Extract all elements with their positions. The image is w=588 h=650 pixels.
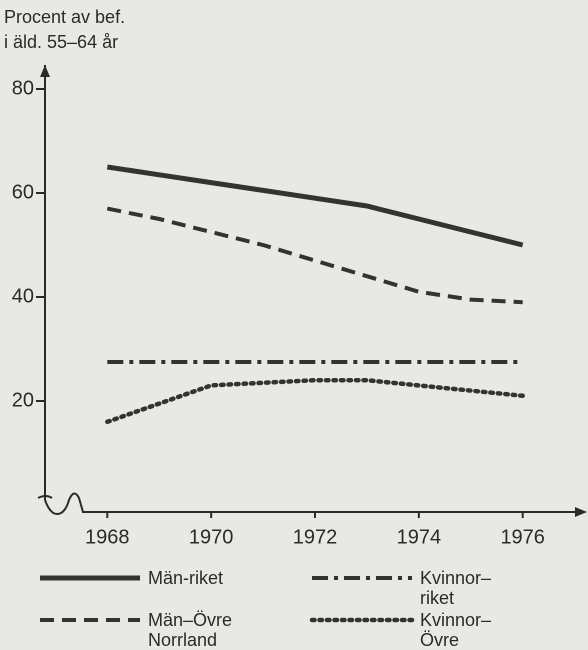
series-line [105, 377, 525, 425]
y-tick-label: 20 [12, 389, 34, 411]
x-tick-label: 1970 [189, 526, 234, 548]
legend-label: Kvinnor–Övre Norrland [420, 610, 492, 650]
series-line [106, 164, 524, 248]
series-line [106, 206, 523, 305]
x-tick-label: 1976 [500, 526, 545, 548]
legend-label: Kvinnor–riket [420, 568, 492, 608]
x-tick-label: 1968 [85, 526, 130, 548]
x-tick-label: 1974 [397, 526, 442, 548]
y-axis-arrow [40, 65, 50, 77]
y-tick-label: 60 [12, 181, 34, 203]
y-tick-label: 80 [12, 77, 34, 99]
y-axis-label: Procent av bef. [4, 7, 125, 27]
x-axis-arrow [575, 507, 587, 517]
legend-label: Män–Övre Norrland [148, 610, 233, 650]
y-tick-label: 40 [12, 285, 34, 307]
legend-label: Män-riket [148, 568, 224, 588]
y-axis-label: i äld. 55–64 år [4, 32, 118, 52]
x-tick-label: 1972 [293, 526, 338, 548]
axis-break [37, 492, 84, 516]
